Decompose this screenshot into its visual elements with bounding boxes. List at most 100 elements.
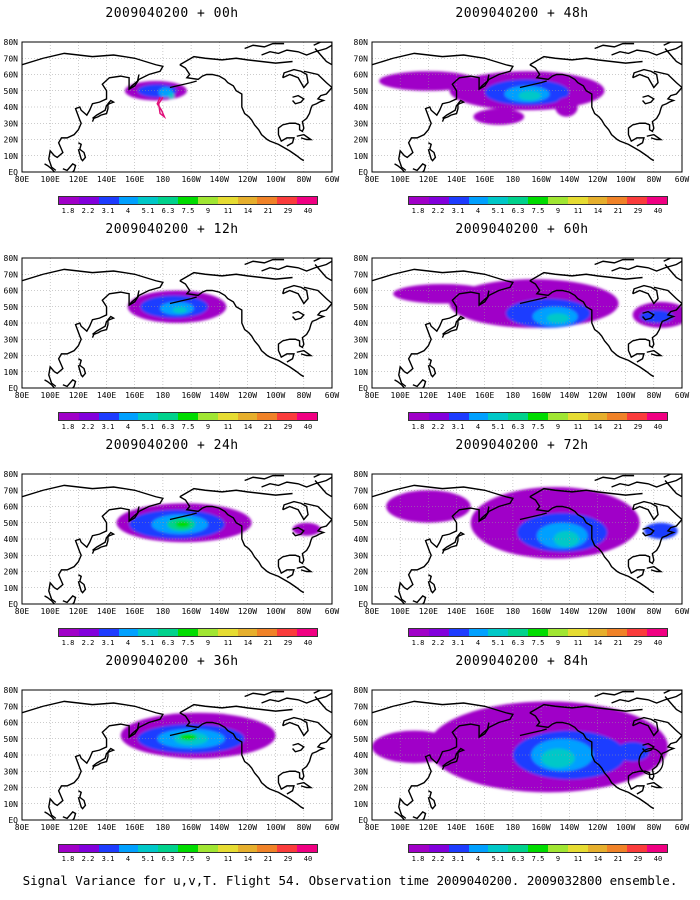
colorbar-label: 2.2: [431, 207, 445, 215]
colorbar-label: 3.1: [101, 423, 115, 431]
colorbar-label: 9: [555, 855, 561, 863]
colorbar-swatch: [607, 197, 628, 204]
colorbar-swatch: [428, 413, 449, 420]
variance-region: [175, 521, 190, 528]
variance-region: [553, 530, 580, 548]
colorbar-swatch: [448, 197, 469, 204]
colorbar-swatch: [627, 197, 648, 204]
lat-label: EQ: [8, 168, 18, 177]
lat-label: 80N: [354, 686, 369, 695]
colorbar-swatch: [78, 197, 99, 204]
colorbar-swatch: [607, 413, 628, 420]
lat-label: 10N: [4, 152, 19, 161]
lat-label: 30N: [4, 335, 19, 344]
colorbar-swatch: [428, 845, 449, 852]
lat-label: 50N: [354, 303, 369, 312]
colorbar-swatch: [528, 413, 548, 420]
lon-label: 120W: [588, 823, 607, 832]
lat-label: 50N: [354, 735, 369, 744]
lat-label: EQ: [8, 816, 18, 825]
colorbar-swatch: [197, 629, 218, 636]
colorbar-labels: 1.8 2.2 3.1 4 5.1 6.3 7.5 9 11 14 21 29 40: [408, 639, 668, 649]
lon-label: 100E: [41, 391, 60, 400]
lat-label: 60N: [354, 503, 369, 512]
lat-label: 20N: [4, 784, 19, 793]
colorbar-label: 3.1: [451, 855, 465, 863]
lat-label: 50N: [4, 87, 19, 96]
lon-label: 80E: [365, 823, 380, 832]
colorbar-swatch: [78, 845, 99, 852]
colorbar-label: 11: [223, 423, 233, 431]
colorbar-label: 5.1: [491, 207, 505, 215]
lat-label: EQ: [358, 168, 368, 177]
colorbar-swatch: [428, 629, 449, 636]
lat-label: 60N: [354, 287, 369, 296]
lon-label: 140E: [97, 823, 116, 832]
colorbar-label: 6.3: [511, 855, 525, 863]
lon-label: 140E: [447, 391, 466, 400]
lon-label: 100W: [266, 391, 285, 400]
lon-label: 100E: [391, 175, 410, 184]
lon-label: 140E: [447, 175, 466, 184]
colorbar-label: 40: [653, 855, 663, 863]
colorbar-label: 29: [283, 855, 293, 863]
lon-label: 80W: [297, 391, 312, 400]
colorbar-label: 3.1: [451, 207, 465, 215]
panel-title: 2009040200 + 72h: [455, 438, 589, 453]
colorbar-swatch: [297, 197, 317, 204]
lat-label: 40N: [354, 751, 369, 760]
colorbar-label: 5.1: [141, 855, 155, 863]
variance-region: [393, 284, 492, 304]
colorbar-label: 4: [475, 207, 481, 215]
colorbar-swatch: [98, 629, 119, 636]
lon-label: 120W: [238, 391, 257, 400]
colorbar-label: 11: [223, 207, 233, 215]
variance-region: [292, 522, 321, 536]
colorbar-label: 1.8: [411, 423, 425, 431]
colorbar-label: 14: [593, 423, 603, 431]
colorbar: [408, 196, 668, 205]
colorbar-swatch: [237, 413, 258, 420]
colorbar-swatch: [158, 845, 179, 852]
colorbar-swatch: [567, 629, 588, 636]
lat-label: 60N: [4, 71, 19, 80]
lat-label: 30N: [4, 119, 19, 128]
colorbar-swatch: [78, 413, 99, 420]
colorbar-swatch: [158, 413, 179, 420]
lon-label: 160E: [475, 391, 494, 400]
colorbar-swatch: [257, 197, 278, 204]
lon-label: 80E: [15, 391, 30, 400]
colorbar-swatch: [59, 629, 79, 636]
colorbar-swatch: [587, 413, 608, 420]
colorbar-swatch: [627, 845, 648, 852]
lat-label: 10N: [4, 800, 19, 809]
colorbar-swatch: [297, 413, 317, 420]
colorbar-swatch: [237, 845, 258, 852]
lon-label: 80E: [365, 607, 380, 616]
colorbar-labels: 1.8 2.2 3.1 4 5.1 6.3 7.5 9 11 14 21 29 40: [58, 639, 318, 649]
colorbar-label: 6.3: [511, 639, 525, 647]
colorbar-label: 21: [263, 207, 273, 215]
figure-caption: Signal Variance for u,v,T. Flight 54. Ob…: [22, 873, 678, 888]
colorbar-label: 2.2: [81, 855, 95, 863]
colorbar-label: 6.3: [161, 423, 175, 431]
lat-label: 80N: [4, 254, 19, 263]
colorbar-label: 7.5: [181, 423, 195, 431]
lon-label: 120W: [588, 391, 607, 400]
lon-label: 160W: [181, 391, 200, 400]
colorbar-label: 14: [243, 639, 253, 647]
lon-label: 180: [156, 391, 171, 400]
lat-label: 20N: [354, 352, 369, 361]
lat-label: EQ: [8, 384, 18, 393]
colorbar-swatch: [158, 629, 179, 636]
colorbar-label: 14: [593, 855, 603, 863]
lon-label: 100E: [391, 391, 410, 400]
colorbar-swatch: [409, 413, 429, 420]
lon-label: 100W: [266, 607, 285, 616]
colorbar-swatch: [59, 845, 79, 852]
variance-region: [541, 748, 575, 768]
lat-label: 80N: [354, 470, 369, 479]
lon-label: 160E: [125, 607, 144, 616]
